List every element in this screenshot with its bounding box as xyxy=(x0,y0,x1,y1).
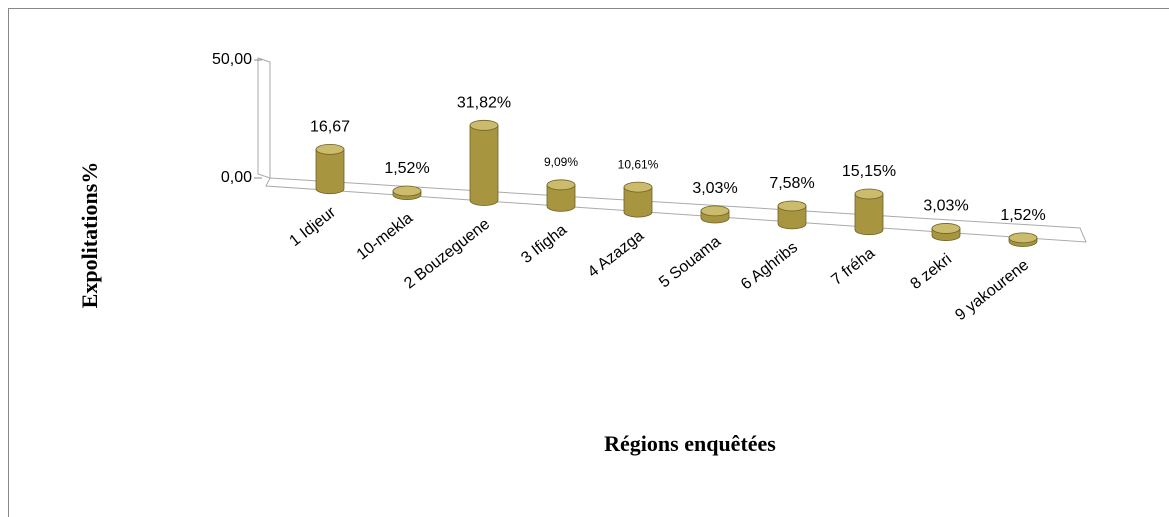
bar-top xyxy=(392,185,422,197)
x-tick-label: 4 Azazga xyxy=(585,227,647,281)
bar xyxy=(546,184,576,212)
back-wall xyxy=(257,57,271,179)
bar-top xyxy=(854,188,884,200)
x-tick-label: 10-mekla xyxy=(354,210,416,264)
x-tick-label: 6 Aghribs xyxy=(738,239,801,293)
data-label: 31,82% xyxy=(457,95,511,112)
bar-top xyxy=(700,205,730,217)
bar xyxy=(777,205,807,230)
x-tick-label: 2 Bouzeguene xyxy=(401,215,493,292)
y-axis-title: Expolitations% xyxy=(77,162,102,309)
chart-frame xyxy=(8,8,1169,517)
x-tick-label: 1 Idjeur xyxy=(287,203,340,250)
data-label: 3,03% xyxy=(692,180,737,197)
bar-top xyxy=(315,143,345,155)
bar-top xyxy=(931,223,961,234)
data-label: 16,67 xyxy=(310,119,350,136)
data-label: 7,58% xyxy=(769,175,814,192)
bar xyxy=(854,193,884,236)
bar-top xyxy=(1008,232,1038,244)
y-tick-label: 50,00 xyxy=(212,51,252,68)
x-tick-label: 8 zekri xyxy=(907,251,955,293)
x-tick-label: 7 fréha xyxy=(828,245,878,289)
data-label: 3,03% xyxy=(923,198,968,215)
bar xyxy=(623,186,653,218)
x-tick-label: 3 Ifigha xyxy=(518,221,570,267)
y-tick-label: 0,00 xyxy=(221,169,252,186)
data-label: 9,09% xyxy=(544,155,578,169)
bar-top xyxy=(623,181,653,193)
data-label: 10,61% xyxy=(618,157,659,171)
bar-top xyxy=(546,179,576,191)
data-label: 1,52% xyxy=(384,160,429,177)
bar xyxy=(315,148,345,195)
floor xyxy=(265,177,1087,243)
bar xyxy=(469,124,499,206)
bar-top xyxy=(469,119,499,131)
x-tick-label: 9 yakourene xyxy=(952,256,1032,324)
x-axis-title: Régions enquêtées xyxy=(604,431,776,456)
data-label: 15,15% xyxy=(842,163,896,180)
data-label: 1,52% xyxy=(1000,207,1045,224)
x-tick-label: 5 Souama xyxy=(656,233,724,291)
bar-top xyxy=(777,200,807,212)
